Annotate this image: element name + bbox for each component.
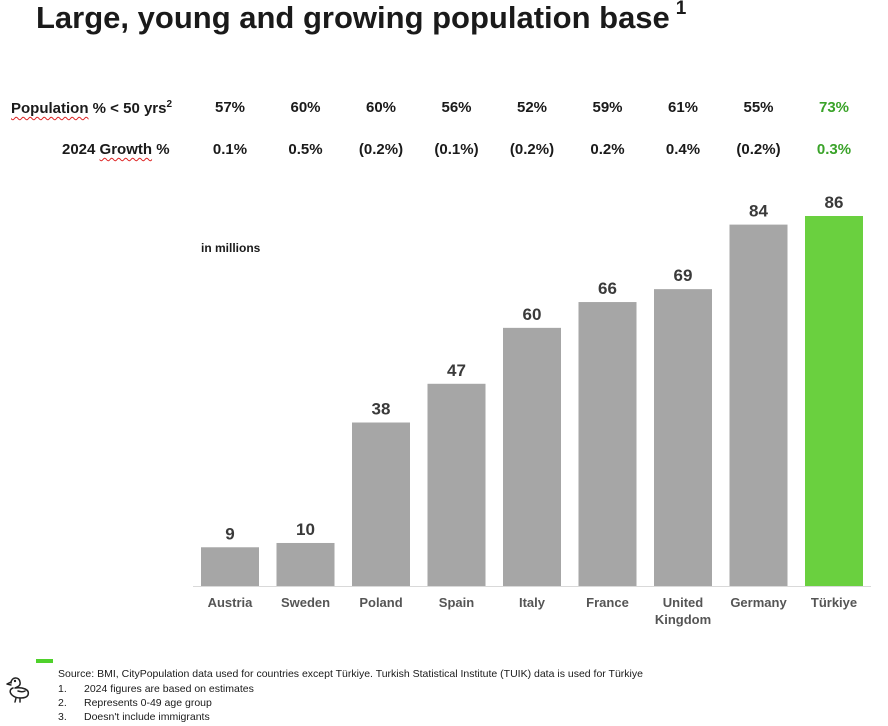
- bird-logo-icon: [4, 670, 34, 709]
- population-value: 59%: [592, 99, 623, 116]
- category-label: Kingdom: [655, 612, 711, 627]
- category-label: Sweden: [281, 595, 330, 610]
- bar: [729, 224, 788, 586]
- population-value: 55%: [743, 99, 774, 116]
- footnote-number: 2.: [58, 697, 67, 709]
- footnotes: Source: BMI, CityPopulation data used fo…: [58, 667, 643, 724]
- bar-value-label: 60: [523, 305, 542, 324]
- footnote-item: 1. 2024 figures are based on estimates: [58, 682, 643, 696]
- population-value: 52%: [516, 99, 548, 116]
- bar-value-label: 10: [296, 520, 315, 539]
- growth-value: (0.1%): [434, 141, 479, 158]
- title-superscript: 1: [675, 0, 687, 19]
- population-value: 61%: [667, 99, 699, 116]
- source-note: Source: BMI, CityPopulation data used fo…: [58, 668, 643, 680]
- footnote-text: Doesn't include immigrants: [84, 711, 210, 723]
- unit-label: in millions: [201, 241, 261, 255]
- bar-value-label: 66: [598, 279, 617, 298]
- category-label: Spain: [439, 595, 474, 610]
- category-label: Germany: [730, 595, 787, 610]
- growth-value: (0.2%): [358, 141, 404, 158]
- legend-marker: [36, 659, 53, 663]
- footnote-text: Represents 0-49 age group: [84, 697, 212, 709]
- population-value: 73%: [818, 99, 850, 116]
- population-row-label: Population % < 50 yrs2: [11, 99, 173, 117]
- category-label: Türkiye: [811, 595, 857, 610]
- bar: [352, 422, 410, 586]
- category-label: United: [663, 595, 704, 610]
- growth-row-label: 2024 Growth %: [62, 141, 170, 158]
- category-label: Austria: [208, 595, 254, 610]
- bar: [276, 542, 335, 586]
- population-bar-chart: 9 Austria 10 Sweden 38 Poland 47 Spain 60 Italy 66…: [193, 193, 871, 627]
- page-title: Large, young and growing population base…: [36, 0, 687, 35]
- bar: [578, 302, 637, 586]
- growth-value: 0.3%: [816, 141, 852, 158]
- footnote-text: 2024 figures are based on estimates: [84, 683, 254, 695]
- bar-value-label: 9: [225, 524, 234, 543]
- population-value: 57%: [214, 99, 246, 116]
- growth-value: 0.1%: [212, 141, 248, 158]
- bar-value-label: 69: [674, 266, 693, 285]
- category-label: Poland: [359, 595, 402, 610]
- population-value: 60%: [365, 99, 397, 116]
- bar: [503, 327, 561, 586]
- population-value: 60%: [290, 99, 321, 116]
- category-label: France: [586, 595, 629, 610]
- bar: [805, 216, 863, 586]
- bar: [427, 383, 486, 586]
- category-label: Italy: [519, 595, 546, 610]
- bar-value-label: 86: [825, 193, 844, 212]
- footnote-item: 3. Doesn't include immigrants: [58, 710, 643, 724]
- growth-value: (0.2%): [509, 141, 555, 158]
- bar: [201, 547, 259, 586]
- footnote-number: 3.: [58, 711, 67, 723]
- bar-value-label: 38: [372, 400, 391, 419]
- growth-value: 0.4%: [665, 141, 701, 158]
- growth-value: (0.2%): [736, 141, 781, 158]
- footnote-number: 1.: [58, 683, 67, 695]
- population-value: 56%: [441, 99, 472, 116]
- bar: [654, 289, 712, 586]
- growth-value: 0.5%: [288, 141, 323, 158]
- bar-value-label: 47: [447, 361, 466, 380]
- bar-value-label: 84: [749, 202, 768, 221]
- footnote-item: 2. Represents 0-49 age group: [58, 696, 643, 710]
- growth-value: 0.2%: [590, 141, 625, 158]
